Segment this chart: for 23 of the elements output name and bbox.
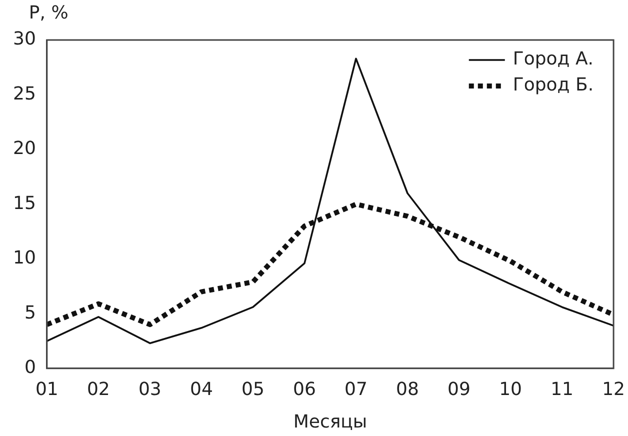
x-tick-label: 07 bbox=[344, 378, 368, 400]
legend-label: Город Б. bbox=[512, 74, 594, 96]
y-tick-label: 30 bbox=[13, 28, 36, 50]
x-tick-label: 02 bbox=[86, 378, 110, 400]
y-tick-label: 0 bbox=[24, 357, 36, 378]
y-tick-label: 15 bbox=[13, 192, 36, 214]
x-tick-label: 06 bbox=[293, 378, 316, 400]
x-tick-label: 09 bbox=[448, 378, 470, 400]
x-axis-title: Месяцы bbox=[293, 412, 368, 433]
x-tick-label: 03 bbox=[138, 378, 162, 400]
y-tick-label: 10 bbox=[13, 248, 36, 269]
x-tick-label: 01 bbox=[35, 378, 58, 400]
y-tick-label: 20 bbox=[13, 138, 36, 160]
y-tick-label: 25 bbox=[13, 83, 36, 104]
y-tick-label: 5 bbox=[24, 302, 36, 324]
x-tick-label: 05 bbox=[242, 378, 264, 400]
x-tick-label: 10 bbox=[499, 378, 522, 400]
y-axis-title: Р, % bbox=[28, 2, 68, 24]
x-tick-label: 04 bbox=[190, 378, 213, 400]
x-tick-label: 11 bbox=[550, 378, 574, 400]
x-tick-label: 08 bbox=[396, 378, 419, 400]
legend-label: Город А. bbox=[512, 48, 594, 70]
x-tick-label: 12 bbox=[602, 378, 625, 400]
